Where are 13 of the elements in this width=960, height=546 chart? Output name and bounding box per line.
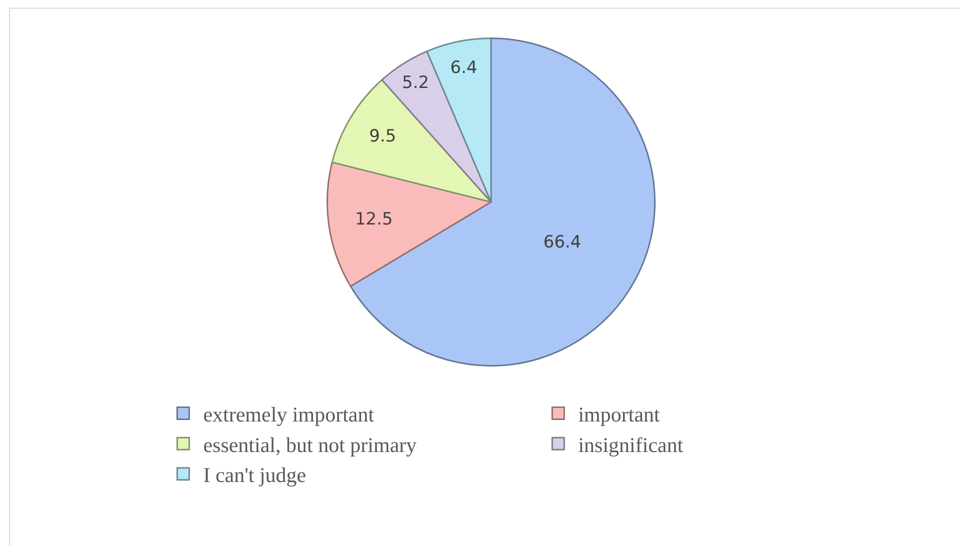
data-label: 66.4 bbox=[543, 232, 582, 252]
legend-label: extremely important bbox=[203, 402, 374, 426]
legend-label: important bbox=[578, 402, 660, 426]
data-label: 12.5 bbox=[354, 209, 393, 230]
pie-slice bbox=[326, 162, 492, 288]
pie-slice bbox=[350, 37, 656, 367]
legend-label: essential, but not primary bbox=[203, 432, 418, 457]
legend-label: insignificant bbox=[578, 432, 684, 457]
data-label: 5.2 bbox=[402, 73, 430, 94]
data-label: 6.4 bbox=[450, 58, 478, 78]
data-label: 9.5 bbox=[369, 126, 396, 147]
pie-slice bbox=[426, 37, 492, 203]
legend-label: I can't judge bbox=[203, 463, 306, 488]
